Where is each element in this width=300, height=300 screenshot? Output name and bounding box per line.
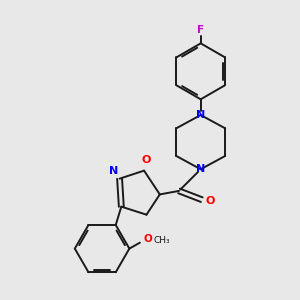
- Text: N: N: [109, 166, 118, 176]
- Text: N: N: [196, 164, 205, 174]
- Text: O: O: [141, 155, 151, 165]
- Text: O: O: [143, 234, 152, 244]
- Text: F: F: [197, 25, 204, 34]
- Text: O: O: [206, 196, 215, 206]
- Text: N: N: [196, 110, 205, 120]
- Text: CH₃: CH₃: [154, 236, 170, 245]
